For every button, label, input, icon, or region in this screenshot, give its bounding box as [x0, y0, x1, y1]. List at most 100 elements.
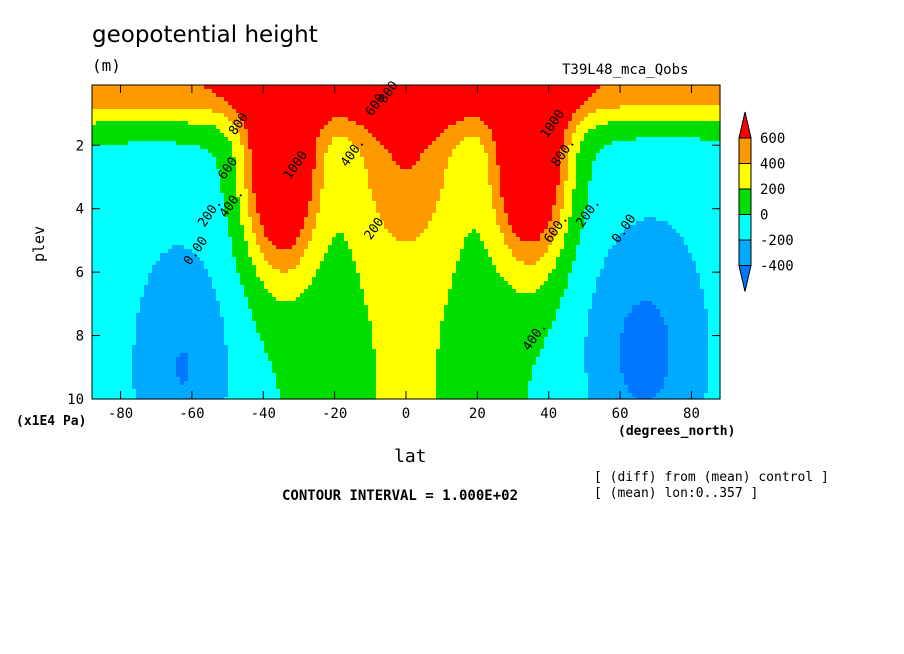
- field-cell: [332, 113, 337, 118]
- field-cell: [320, 389, 325, 394]
- field-cell: [336, 393, 341, 398]
- field-cell: [260, 117, 265, 122]
- field-cell: [252, 301, 257, 306]
- field-cell: [172, 145, 177, 150]
- field-cell: [96, 209, 101, 214]
- field-cell: [196, 173, 201, 178]
- field-cell: [136, 325, 141, 330]
- field-cell: [208, 193, 213, 198]
- field-cell: [316, 289, 321, 294]
- field-cell: [252, 365, 257, 370]
- field-cell: [172, 269, 177, 274]
- field-cell: [260, 313, 265, 318]
- field-cell: [188, 201, 193, 206]
- field-cell: [224, 249, 229, 254]
- field-cell: [328, 397, 333, 400]
- field-cell: [100, 253, 105, 258]
- field-cell: [180, 217, 185, 222]
- field-cell: [308, 85, 313, 90]
- field-cell: [304, 125, 309, 130]
- field-cell: [328, 185, 333, 190]
- field-cell: [320, 201, 325, 206]
- field-cell: [172, 101, 177, 106]
- field-cell: [304, 169, 309, 174]
- field-cell: [280, 141, 285, 146]
- field-cell: [292, 329, 297, 334]
- field-cell: [256, 293, 261, 298]
- field-cell: [212, 137, 217, 142]
- field-cell: [140, 225, 145, 230]
- field-cell: [260, 361, 265, 366]
- field-cell: [100, 173, 105, 178]
- field-cell: [172, 129, 177, 134]
- field-cell: [272, 213, 277, 218]
- field-cell: [104, 369, 109, 374]
- field-cell: [144, 117, 149, 122]
- field-cell: [124, 117, 129, 122]
- field-cell: [108, 273, 113, 278]
- field-cell: [220, 369, 225, 374]
- field-cell: [240, 361, 245, 366]
- field-cell: [180, 257, 185, 262]
- field-cell: [252, 397, 257, 400]
- field-cell: [120, 157, 125, 162]
- field-cell: [316, 145, 321, 150]
- field-cell: [212, 245, 217, 250]
- field-cell: [224, 241, 229, 246]
- field-cell: [188, 269, 193, 274]
- field-cell: [268, 261, 273, 266]
- field-cell: [256, 257, 261, 262]
- field-cell: [284, 397, 289, 400]
- field-cell: [220, 241, 225, 246]
- field-cell: [140, 177, 145, 182]
- field-cell: [224, 341, 229, 346]
- field-cell: [104, 197, 109, 202]
- field-cell: [144, 325, 149, 330]
- field-cell: [192, 285, 197, 290]
- field-cell: [188, 265, 193, 270]
- field-cell: [156, 177, 161, 182]
- field-cell: [328, 245, 333, 250]
- field-cell: [268, 113, 273, 118]
- field-cell: [224, 197, 229, 202]
- field-cell: [316, 225, 321, 230]
- field-cell: [156, 221, 161, 226]
- field-cell: [188, 385, 193, 390]
- field-cell: [312, 125, 317, 130]
- field-cell: [152, 337, 157, 342]
- field-cell: [168, 381, 173, 386]
- field-cell: [288, 117, 293, 122]
- field-cell: [96, 169, 101, 174]
- field-cell: [172, 161, 177, 166]
- field-cell: [308, 217, 313, 222]
- field-cell: [224, 389, 229, 394]
- field-cell: [132, 317, 137, 322]
- field-cell: [308, 341, 313, 346]
- field-cell: [220, 97, 225, 102]
- field-cell: [224, 321, 229, 326]
- field-cell: [240, 193, 245, 198]
- field-cell: [104, 145, 109, 150]
- field-cell: [176, 357, 181, 362]
- field-cell: [324, 353, 329, 358]
- field-cell: [100, 357, 105, 362]
- field-cell: [276, 321, 281, 326]
- field-cell: [212, 153, 217, 158]
- field-cell: [252, 353, 257, 358]
- field-cell: [264, 149, 269, 154]
- field-cell: [176, 185, 181, 190]
- field-cell: [128, 297, 133, 302]
- field-cell: [92, 265, 97, 270]
- field-cell: [220, 165, 225, 170]
- field-cell: [340, 313, 345, 318]
- field-cell: [92, 241, 97, 246]
- field-cell: [268, 365, 273, 370]
- field-cell: [192, 129, 197, 134]
- field-cell: [176, 309, 181, 314]
- field-cell: [324, 197, 329, 202]
- field-cell: [124, 169, 129, 174]
- field-cell: [124, 173, 129, 178]
- field-cell: [276, 337, 281, 342]
- field-cell: [340, 369, 345, 374]
- field-cell: [156, 85, 161, 90]
